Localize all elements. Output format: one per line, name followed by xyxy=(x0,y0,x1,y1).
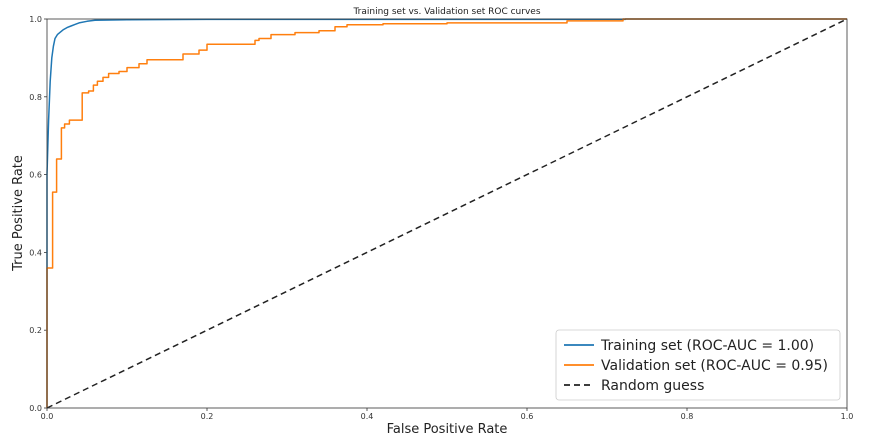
y-tick-label: 0.4 xyxy=(29,248,42,257)
legend-label: Random guess xyxy=(601,378,704,394)
legend-label: Validation set (ROC-AUC = 0.95) xyxy=(601,358,828,374)
y-tick-label: 0.2 xyxy=(29,326,42,335)
x-axis-label: False Positive Rate xyxy=(387,422,508,437)
x-tick-label: 0.4 xyxy=(361,412,374,421)
x-tick-label: 0.8 xyxy=(681,412,694,421)
y-axis-label: True Positive Rate xyxy=(11,155,26,272)
chart-title: Training set vs. Validation set ROC curv… xyxy=(352,7,540,17)
validation-series-line xyxy=(46,18,847,408)
x-tick-label: 1.0 xyxy=(841,412,854,421)
legend: Training set (ROC-AUC = 1.00) Validation … xyxy=(555,329,841,401)
plot-frame xyxy=(46,18,848,409)
random-guess-line xyxy=(46,18,848,409)
x-tick-label: 0.0 xyxy=(41,412,54,421)
x-tick-label: 0.2 xyxy=(201,412,214,421)
y-tick-label: 1.0 xyxy=(29,15,42,24)
legend-label: Training set (ROC-AUC = 1.00) xyxy=(600,338,814,354)
y-tick-label: 0.0 xyxy=(29,404,42,413)
axis-ticks: 0.0 0.2 0.4 0.6 0.8 1.0 0.0 0.2 0.4 0.6 0.8 1.0 xyxy=(29,15,853,421)
x-tick-label: 0.6 xyxy=(521,412,534,421)
y-tick-label: 0.6 xyxy=(29,171,42,180)
legend-box xyxy=(555,329,841,401)
y-tick-label: 0.8 xyxy=(29,93,42,102)
